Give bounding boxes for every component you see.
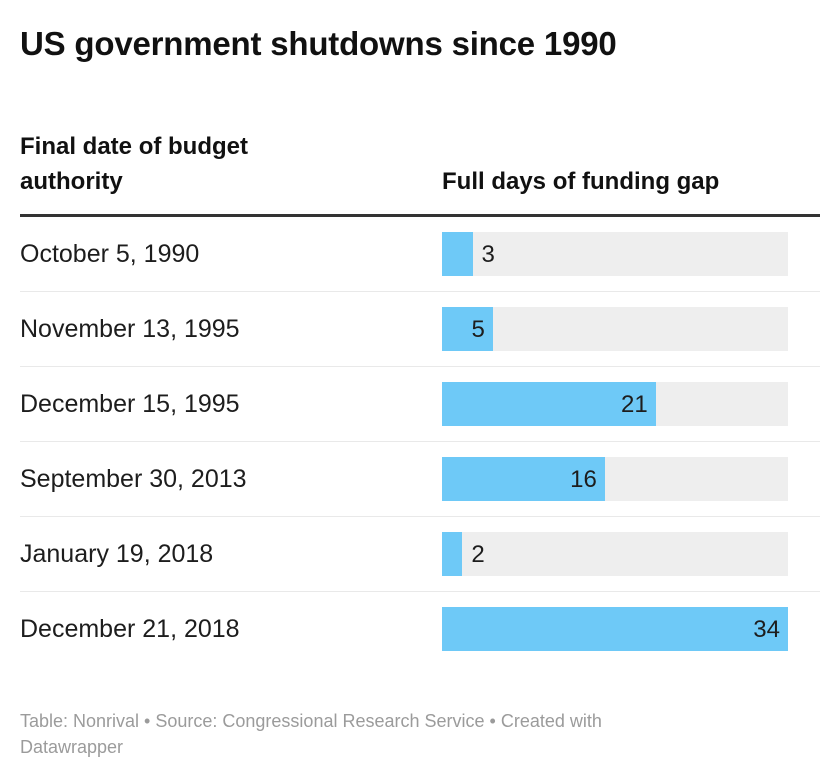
bar-fill <box>442 232 473 276</box>
table-row: January 19, 2018 2 <box>20 517 820 592</box>
bar-value-label: 3 <box>481 241 495 268</box>
bar-track: 3 <box>442 232 788 276</box>
bar-track: 21 <box>442 382 788 426</box>
bar-fill: 21 <box>442 382 656 426</box>
table-header: Final date of budget authority Full days… <box>20 129 820 217</box>
attribution-footer: Table: Nonrival • Source: Congressional … <box>20 708 820 760</box>
bar-cell: 21 <box>442 382 820 426</box>
bar-value-label: 16 <box>570 466 597 493</box>
column-header-gap: Full days of funding gap <box>442 168 720 195</box>
table-row: October 5, 1990 3 <box>20 217 820 292</box>
bar-value-label: 5 <box>471 316 485 343</box>
bar-track: 5 <box>442 307 788 351</box>
bar-fill: 34 <box>442 607 788 651</box>
table-row: December 15, 1995 21 <box>20 367 820 442</box>
bar-value-label: 2 <box>471 541 485 568</box>
table-row: December 21, 2018 34 <box>20 592 820 666</box>
column-header-date-label: Final date of budget authority <box>20 133 248 195</box>
bar-cell: 2 <box>442 532 820 576</box>
bar-fill: 5 <box>442 307 493 351</box>
bar-fill: 16 <box>442 457 605 501</box>
bar-value-label: 34 <box>753 616 780 643</box>
date-cell: December 15, 1995 <box>20 389 240 418</box>
bar-cell: 16 <box>442 457 820 501</box>
bar-fill <box>442 532 463 576</box>
attribution-line1: Table: Nonrival • Source: Congressional … <box>20 711 602 731</box>
date-cell: November 13, 1995 <box>20 314 240 343</box>
bar-track: 16 <box>442 457 788 501</box>
bar-track: 34 <box>442 607 788 651</box>
date-cell: December 21, 2018 <box>20 614 240 643</box>
table-body: October 5, 1990 3 November 13, 1995 5 Decemb… <box>20 217 820 666</box>
bar-cell: 5 <box>442 307 820 351</box>
bar-value-label: 21 <box>620 391 648 418</box>
table-row: November 13, 1995 5 <box>20 292 820 367</box>
bar-track: 2 <box>442 532 788 576</box>
attribution-line2: Datawrapper <box>20 737 124 757</box>
date-cell: January 19, 2018 <box>20 539 214 568</box>
column-header-date: Final date of budget authority <box>20 129 442 199</box>
bar-cell: 3 <box>442 232 820 276</box>
table-row: September 30, 2013 16 <box>20 442 820 517</box>
date-cell: September 30, 2013 <box>20 464 247 493</box>
date-cell: October 5, 1990 <box>20 239 200 268</box>
bar-cell: 34 <box>442 607 820 651</box>
chart-title: US government shutdowns since 1990 <box>20 25 617 62</box>
